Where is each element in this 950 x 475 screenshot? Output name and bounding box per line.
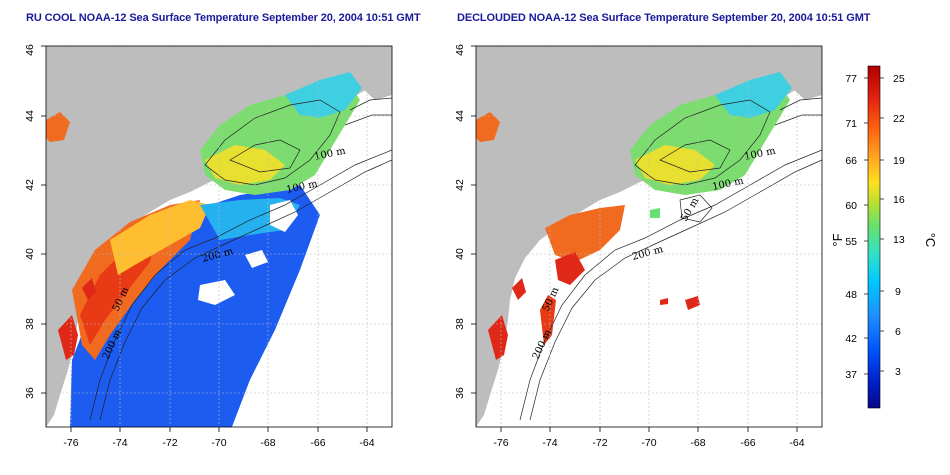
cloud-gap-1 [270,200,298,232]
sst-offshore-patch-2 [685,296,700,310]
right-y-tick-label: 36 [454,387,466,399]
sst-delaware-bay [512,278,526,300]
sst-swath-cold [70,185,320,427]
colorbar-f-tick: 60 [845,200,857,212]
right-x-tick-label: -66 [740,437,755,449]
colorbar-f-tick: 37 [845,369,857,381]
right-x-tick-label: -74 [542,437,557,449]
right-y-tick-label: 38 [454,318,466,330]
sst-warm-eddy [476,112,500,142]
colorbar-c-tick: 25 [893,73,905,85]
land-east [362,80,392,100]
sst-shelf-strip [540,295,556,345]
left-y-tick-label: 42 [24,179,36,191]
right-x-tick-label: -70 [641,437,656,449]
right-panel-title: DECLOUDED NOAA-12 Sea Surface Temperatur… [457,12,871,24]
bathymetry-contours [89,97,392,421]
right-x-tick-label: -72 [592,437,607,449]
colorbar-f-tick: 48 [845,289,857,301]
colorbar-f-tick: 77 [845,73,857,85]
right-x-tick-label: -64 [789,437,804,449]
colorbar-c-tick: 16 [893,194,905,206]
left-x-tick-label: -68 [260,437,275,449]
land-east [792,80,822,100]
sst-chesapeake [488,315,508,360]
left-y-tick-label: 46 [24,44,36,56]
sst-gulf-of-maine-north [715,72,792,118]
left-x-tick-label: -76 [63,437,78,449]
sst-warm-eddy [46,112,70,142]
bathymetry-contours [519,97,822,421]
colorbar-c-tick: 3 [895,366,901,378]
left-y-tick-label: 38 [24,318,36,330]
sst-mid-atlantic-red [555,252,585,285]
grid-lines [46,46,392,427]
swath-edge-blank [232,170,392,427]
left-y-tick-label: 44 [24,110,36,122]
cloud-gap-2 [198,280,235,305]
colorbar-c-tick: 22 [893,113,905,125]
right-y-tick-label: 40 [454,248,466,260]
left-x-tick-label: -66 [310,437,325,449]
colorbar [867,65,881,409]
colorbar-ticks [864,77,884,375]
colorbar-f-tick: 66 [845,155,857,167]
sst-georges-bank [635,145,715,185]
sst-green-patch [650,208,660,218]
cloud-gap-3 [245,250,268,268]
colorbar-c-tick: 6 [895,326,901,338]
right-y-tick-label: 46 [454,44,466,56]
sst-gulf-of-maine-north [285,72,362,118]
left-x-tick-label: -74 [112,437,127,449]
land-mass [476,46,822,427]
left-map: 100 m 100 m 200 m 50 m 200 m [46,46,392,427]
right-x-tick-label: -76 [493,437,508,449]
colorbar-c-tick: 13 [893,234,905,246]
left-y-tick-label: 40 [24,248,36,260]
right-x-ticks [500,427,798,432]
left-x-tick-label: -64 [359,437,374,449]
right-y-tick-label: 44 [454,110,466,122]
sst-mid-atlantic-warm [545,205,625,262]
colorbar-fahrenheit-unit: °F [830,233,845,246]
left-y-ticks [41,45,46,394]
colorbar-celsius-unit: °C [923,233,938,248]
left-x-tick-label: -72 [162,437,177,449]
colorbar-f-tick: 71 [845,118,857,130]
right-y-ticks [471,45,476,394]
left-x-ticks [70,427,368,432]
left-x-tick-label: -70 [211,437,226,449]
colorbar-f-tick: 55 [845,236,857,248]
grid-lines [476,46,822,427]
colorbar-f-tick: 42 [845,333,857,345]
land-mass [46,46,392,427]
sst-delaware-bay [82,278,96,300]
sst-chesapeake [58,315,78,360]
sst-offshore-patch-1 [660,298,668,305]
colorbar-c-tick: 19 [893,155,905,167]
left-panel-title: RU COOL NOAA-12 Sea Surface Temperature … [26,12,421,24]
sst-georges-bank [205,145,285,185]
right-y-tick-label: 42 [454,179,466,191]
left-y-tick-label: 36 [24,387,36,399]
colorbar-c-tick: 9 [895,286,901,298]
sst-shelf-mixed [110,200,210,275]
right-x-tick-label: -68 [690,437,705,449]
right-map: 100 m 100 m 50 m 200 m 50 m 200 m [476,46,822,427]
